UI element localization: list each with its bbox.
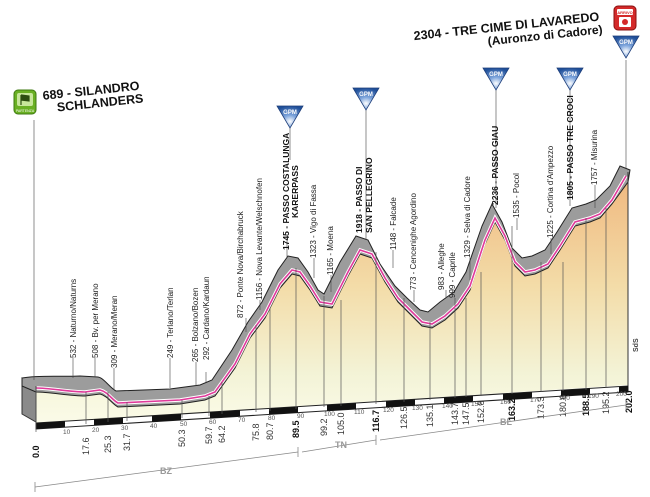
scale-ticks: 10 20 30 40 50 60 70 80 90 100 110 120 1… [63,391,627,436]
finish-marker: 2304 - TRE CIME DI LAVAREDO (Auronzo di … [413,5,637,48]
start-marker: PARTENZA 689 - SILANDRO SCHLANDERS [13,79,144,115]
svg-text:99.2: 99.2 [319,418,329,436]
svg-text:PARTENZA: PARTENZA [16,109,35,113]
svg-text:150: 150 [471,401,482,408]
svg-text:90: 90 [297,413,305,420]
gpm-icon: GPM [482,67,510,91]
svg-text:30: 30 [121,425,129,432]
svg-text:50.3: 50.3 [177,429,187,447]
svg-text:70: 70 [238,417,246,424]
svg-text:1156 - Nova Levante/Welschnofe: 1156 - Nova Levante/Welschnofen [255,178,264,300]
svg-text:110: 110 [354,409,365,416]
gpm-icon: GPM [276,105,304,129]
svg-text:163.2: 163.2 [507,398,517,421]
svg-text:508 - Bv. per Merano: 508 - Bv. per Merano [91,283,100,358]
profile-base [21,165,631,423]
svg-text:80.7: 80.7 [265,422,275,440]
svg-text:292 - Cardano/Kardaun: 292 - Cardano/Kardaun [202,276,211,360]
svg-text:202.0: 202.0 [624,390,634,413]
svg-text:126.5: 126.5 [399,406,409,429]
svg-text:10: 10 [63,429,71,436]
place-labels: 532 - Naturno/Naturns 508 - Bv. per Mera… [69,95,599,368]
gpm-icon: GPM [612,35,640,59]
svg-text:1805 - PASSO TRE CROCI: 1805 - PASSO TRE CROCI [565,95,575,200]
svg-text:GPM: GPM [359,92,373,98]
svg-text:152.8: 152.8 [476,400,486,423]
svg-text:1918 - PASSO DI: 1918 - PASSO DI [354,167,364,233]
svg-text:25.3: 25.3 [103,435,113,453]
svg-text:75.8: 75.8 [251,423,261,441]
sds-label: SdS [633,338,640,352]
svg-text:31.7: 31.7 [122,433,132,451]
svg-text:GPM: GPM [619,40,633,46]
svg-text:872 - Ponte Nova/Birchabruck: 872 - Ponte Nova/Birchabruck [236,210,245,318]
province-tn: TN [335,440,347,450]
svg-text:GPM: GPM [283,110,297,116]
svg-text:180: 180 [559,395,570,402]
svg-text:147.5: 147.5 [461,402,471,425]
svg-text:59.7: 59.7 [204,426,214,444]
svg-text:2236 - PASSO GIAU: 2236 - PASSO GIAU [490,126,500,205]
svg-text:KARERPASS: KARERPASS [290,165,300,218]
svg-text:1165 - Moena: 1165 - Moena [326,226,335,275]
svg-text:80: 80 [268,415,276,422]
svg-text:1329 - Selva di Cadore: 1329 - Selva di Cadore [463,176,472,258]
svg-text:1535 - Pocol: 1535 - Pocol [512,173,521,218]
gpm-icon: GPM [556,67,584,91]
svg-text:170: 170 [530,397,541,404]
gpm-markers: GPM GPM GPM GPM GPM [276,35,640,129]
svg-text:188.5: 188.5 [581,393,591,416]
svg-text:140: 140 [442,403,453,410]
svg-text:40: 40 [150,423,158,430]
province-brackets [34,400,627,492]
place-leader-lines [33,60,627,390]
svg-text:249 - Terlano/Terlan: 249 - Terlano/Terlan [166,287,175,358]
svg-text:100: 100 [324,411,335,418]
km-mark-labels: 0.0 17.6 25.3 31.7 50.3 59.7 64.2 75.8 8… [31,390,634,458]
profile-area [36,174,628,423]
svg-text:ARRIVO: ARRIVO [617,10,633,15]
svg-text:0.0: 0.0 [31,445,41,458]
svg-text:1757 - Misurina: 1757 - Misurina [590,129,599,185]
province-bz: BZ [160,466,172,476]
svg-text:773 - Cencenighe Agordino: 773 - Cencenighe Agordino [409,192,418,290]
svg-text:50: 50 [180,421,188,428]
svg-text:116.7: 116.7 [371,410,381,432]
svg-text:130: 130 [412,405,423,412]
svg-text:1745 - PASSO COSTALUNGA: 1745 - PASSO COSTALUNGA [281,133,291,250]
svg-text:160: 160 [500,399,511,406]
province-bl: BL [500,417,512,427]
svg-text:1323 - Vigo di Fassa: 1323 - Vigo di Fassa [309,184,318,258]
km-scale-bar [35,385,629,430]
svg-text:180.6: 180.6 [558,394,568,417]
svg-text:120: 120 [383,407,394,414]
arrivo-icon: ARRIVO [613,5,637,31]
svg-text:135.1: 135.1 [425,404,435,427]
svg-text:89.5: 89.5 [291,420,301,438]
svg-text:SAN PELLEGRINO: SAN PELLEGRINO [364,157,374,233]
svg-text:17.6: 17.6 [81,437,91,455]
svg-text:GPM: GPM [563,72,577,78]
svg-text:999 - Caprile: 999 - Caprile [448,252,457,298]
svg-text:20: 20 [92,427,100,434]
svg-text:265 - Bolzano/Bozen: 265 - Bolzano/Bozen [191,288,200,362]
svg-text:195.2: 195.2 [601,391,611,414]
svg-text:143.7: 143.7 [450,402,460,425]
svg-text:64.2: 64.2 [217,425,227,443]
svg-text:1225 - Cortina d'Ampezzo: 1225 - Cortina d'Ampezzo [546,145,555,238]
svg-text:60: 60 [209,419,217,426]
svg-text:190: 190 [588,393,599,400]
svg-text:200: 200 [616,391,627,398]
km-leader-lines [35,208,607,432]
gpm-icon: GPM [352,87,380,111]
svg-text:105.0: 105.0 [336,412,346,435]
svg-text:1148 - Falcade: 1148 - Falcade [389,197,398,250]
svg-text:983 - Alleghe: 983 - Alleghe [437,243,446,290]
svg-text:GPM: GPM [489,72,503,78]
svg-text:532 - Naturno/Naturns: 532 - Naturno/Naturns [69,279,78,358]
svg-text:173.3: 173.3 [536,396,546,419]
svg-text:309 - Merano/Meran: 309 - Merano/Meran [110,296,119,368]
